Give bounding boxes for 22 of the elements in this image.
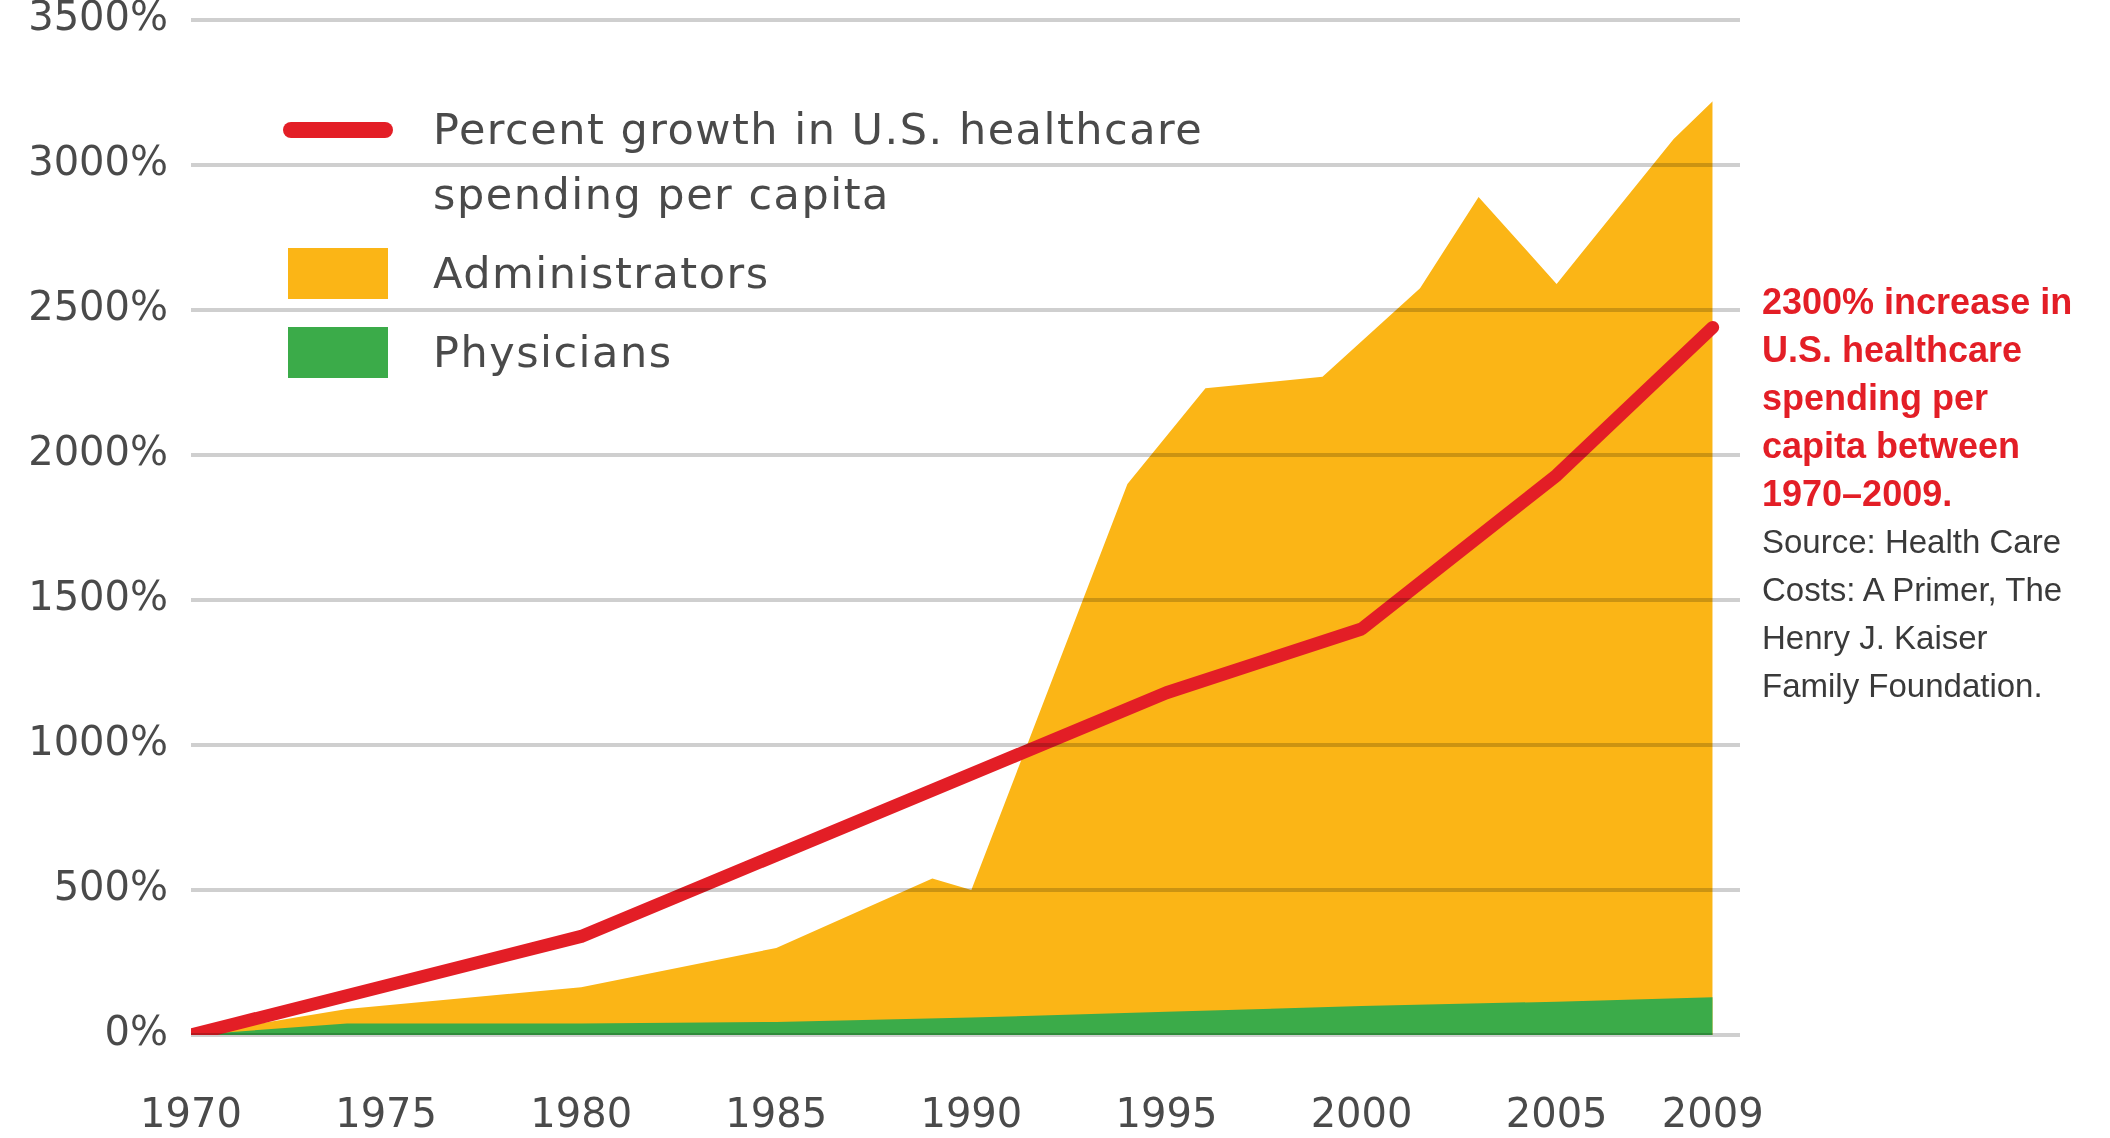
x-tick-label: 1980 (530, 1090, 633, 1137)
source-note: Source: Health Care Costs: A Primer, The Henry J. Kaiser Family Foundation. (1762, 522, 2064, 706)
x-tick-label: 2005 (1505, 1090, 1608, 1137)
legend-label: Administrators (433, 247, 771, 300)
text: 2300% increase in U.S. healthcare spending per capita between 1970–2009. (1762, 280, 2074, 516)
x-tick-label: 1970 (140, 1090, 242, 1137)
x-tick-label: 1985 (725, 1090, 828, 1137)
y-tick-label: 3500% (28, 0, 168, 40)
y-tick-label: 2000% (28, 428, 168, 475)
y-tick-label: 500% (53, 863, 168, 910)
x-tick-label: 2000 (1310, 1090, 1413, 1137)
y-tick-label: 3000% (28, 138, 168, 185)
y-tick-label: 1500% (28, 573, 168, 620)
legend-label: Physicians (433, 326, 674, 379)
x-tick-label: 1990 (920, 1090, 1023, 1137)
y-tick-label: 1000% (28, 718, 168, 765)
legend-label: Percent growth in U.S. healthcare spending per capita (433, 103, 1205, 221)
x-tick-label: 1975 (335, 1090, 437, 1137)
y-tick-label: 0% (104, 1008, 168, 1055)
y-tick-label: 2500% (28, 283, 168, 330)
x-tick-label: 2009 (1661, 1090, 1764, 1137)
x-tick-label: 1995 (1115, 1090, 1218, 1137)
